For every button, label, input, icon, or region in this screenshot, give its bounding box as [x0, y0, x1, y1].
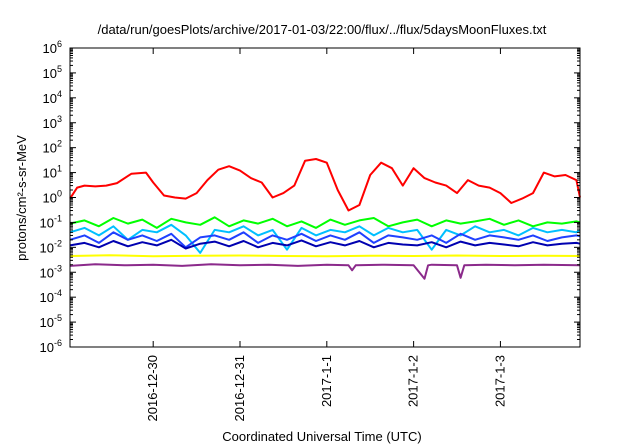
y-tick-label: 10-4	[40, 288, 62, 305]
x-axis-label: Coordinated Universal Time (UTC)	[222, 429, 421, 444]
x-tick-label: 2016-12-30	[145, 355, 160, 422]
y-tick-label: 100	[43, 189, 62, 206]
y-tick-label: 106	[43, 39, 62, 56]
x-tick-label: 2017-1-1	[319, 355, 334, 407]
series-layer	[69, 158, 581, 280]
y-tick-label: 104	[43, 89, 62, 106]
plot-area-frame	[69, 47, 581, 348]
y-tick-label: 102	[43, 139, 62, 156]
series-line-1	[69, 158, 581, 212]
y-tick-label: 10-6	[40, 338, 62, 355]
chart-title: /data/run/goesPlots/archive/2017-01-03/2…	[98, 22, 547, 37]
y-axis-label: protons/cm²-s-sr-MeV	[14, 135, 29, 261]
series-line-4	[69, 231, 581, 249]
series-line-2	[69, 216, 581, 229]
series-line-3	[69, 223, 581, 254]
y-tick-label: 101	[43, 164, 62, 181]
y-tick-label: 10-2	[40, 238, 62, 255]
y-axis: 10-6 10-5 10-4 10-3 10-2 10-1 100 101 102 103 104 1…	[40, 39, 580, 355]
x-tick-label: 2016-12-31	[232, 355, 247, 422]
x-tick-label: 2017-1-2	[406, 355, 421, 407]
y-tick-label: 103	[43, 114, 62, 131]
y-tick-label: 10-1	[40, 213, 62, 230]
y-tick-label: 105	[43, 64, 62, 81]
y-tick-label: 10-3	[40, 263, 62, 280]
series-line-5	[69, 238, 581, 250]
series-line-7	[69, 263, 581, 280]
x-axis: 2016-12-30 2016-12-31 2017-1-1 2017-1-2 2017…	[145, 48, 507, 422]
y-tick-label: 10-5	[40, 313, 62, 330]
x-tick-label: 2017-1-3	[492, 355, 507, 407]
series-line-6	[69, 254, 581, 258]
